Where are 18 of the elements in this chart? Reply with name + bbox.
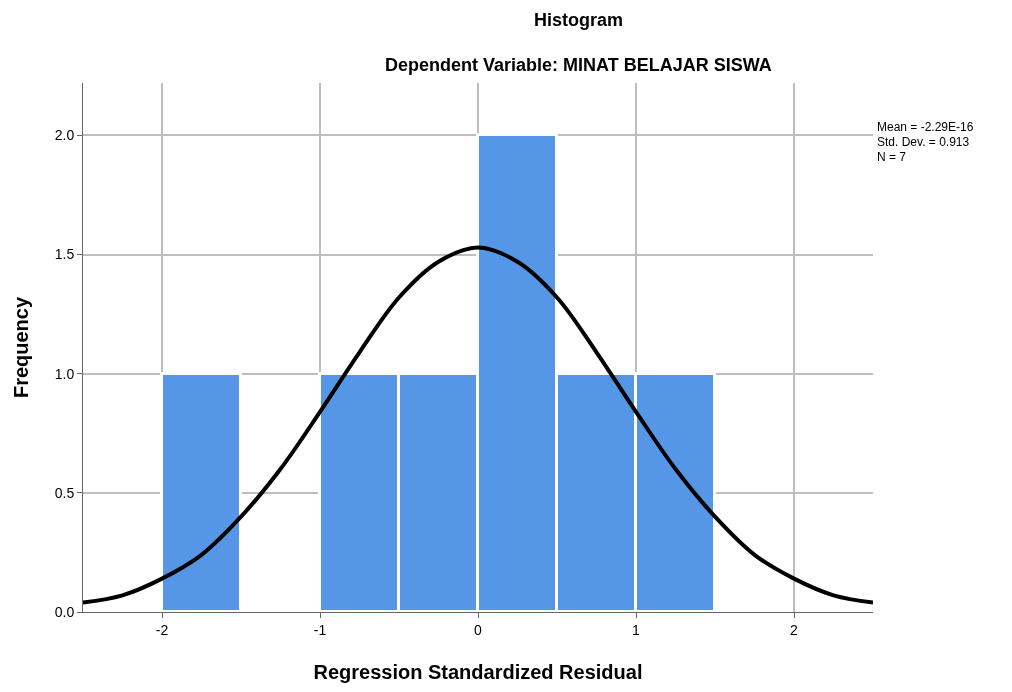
y-tick-label: 0.5 <box>54 484 75 501</box>
y-tick-label: 2.0 <box>54 127 75 144</box>
x-tick-label: 0 <box>474 621 483 638</box>
y-tick-label: 1.5 <box>54 246 75 263</box>
x-tick-label: 1 <box>632 621 641 638</box>
x-tick-label: -2 <box>155 621 169 638</box>
text: Std. Dev. = 0.913 <box>877 135 970 149</box>
chart-subtitle: Dependent Variable: MINAT BELAJAR SISWA <box>385 55 772 75</box>
chart-title: Histogram <box>534 10 624 30</box>
line-series <box>83 245 873 605</box>
y-tick-label: 0.0 <box>54 603 75 620</box>
y-tick-label: 1.0 <box>54 365 75 382</box>
x-tick-label: -1 <box>313 621 327 638</box>
x-tick-label: 2 <box>790 621 799 638</box>
text: N = 7 <box>877 150 907 164</box>
x-axis-title: Regression Standardized Residual <box>313 661 643 684</box>
text: Mean = -2.29E-16 <box>877 120 974 134</box>
y-axis-title: Frequency <box>10 296 33 399</box>
